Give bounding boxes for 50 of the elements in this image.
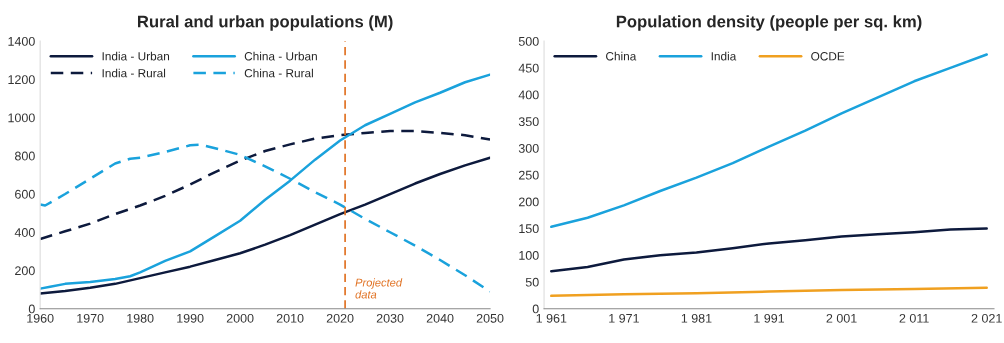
y-tick-label: 50 bbox=[525, 277, 539, 287]
x-tick-label: 1 961 bbox=[536, 313, 567, 323]
legend-label: China - Urban bbox=[244, 51, 317, 61]
x-tick-label: 2 011 bbox=[899, 313, 929, 323]
x-tick-label: 1970 bbox=[77, 313, 104, 323]
y-tick-label: 100 bbox=[519, 250, 539, 260]
y-tick-label: 350 bbox=[518, 117, 539, 127]
chart-title: Population density (people per sq. km) bbox=[616, 15, 922, 31]
x-tick-label: 2 021 bbox=[971, 313, 1002, 323]
y-tick-label: 400 bbox=[518, 90, 539, 100]
legend-label: India - Rural bbox=[102, 68, 166, 78]
y-tick-label: 450 bbox=[518, 63, 539, 73]
legend-label: OCDE bbox=[811, 52, 845, 61]
legend-label: India - Urban bbox=[102, 51, 170, 61]
y-tick-label: 600 bbox=[15, 189, 35, 199]
line-series bbox=[550, 286, 988, 298]
y-tick-label: 200 bbox=[518, 197, 539, 207]
x-tick-label: 2040 bbox=[426, 313, 454, 323]
x-tick-label: 2 001 bbox=[826, 313, 857, 323]
y-tick-label: 1200 bbox=[8, 75, 35, 85]
y-tick-label: 250 bbox=[518, 170, 539, 180]
y-tick-label: 800 bbox=[14, 151, 35, 161]
y-tick-label: 500 bbox=[518, 36, 539, 46]
x-tick-label: 1980 bbox=[127, 313, 154, 323]
x-tick-label: 2030 bbox=[376, 313, 404, 323]
line-series bbox=[40, 129, 491, 241]
x-tick-label: 1 971 bbox=[609, 313, 639, 323]
legend-label: China bbox=[606, 51, 637, 61]
x-tick-label: 2000 bbox=[226, 313, 254, 323]
line-series bbox=[550, 227, 988, 273]
y-tick-label: 1000 bbox=[8, 113, 35, 123]
y-tick-label: 300 bbox=[518, 143, 539, 153]
y-tick-label: 1400 bbox=[8, 36, 35, 46]
line-series bbox=[550, 53, 988, 229]
ref-line-label: Projected data bbox=[355, 278, 403, 299]
x-tick-label: 2050 bbox=[476, 313, 504, 323]
y-tick-label: 400 bbox=[14, 228, 35, 237]
y-tick-label: 0 bbox=[532, 304, 539, 314]
y-tick-label: 200 bbox=[15, 266, 35, 276]
x-tick-label: 1960 bbox=[27, 313, 54, 323]
legend-label: India bbox=[711, 51, 737, 61]
x-tick-label: 1990 bbox=[177, 313, 204, 323]
x-tick-label: 2020 bbox=[326, 313, 354, 323]
y-tick-label: 0 bbox=[28, 304, 35, 314]
chart-title: Rural and urban populations (M) bbox=[138, 15, 393, 31]
x-tick-label: 1 981 bbox=[681, 313, 712, 323]
x-tick-label: 1 991 bbox=[754, 313, 785, 323]
y-tick-label: 150 bbox=[519, 224, 539, 234]
x-tick-label: 2010 bbox=[276, 313, 304, 323]
legend-label: China - Rural bbox=[244, 68, 313, 78]
